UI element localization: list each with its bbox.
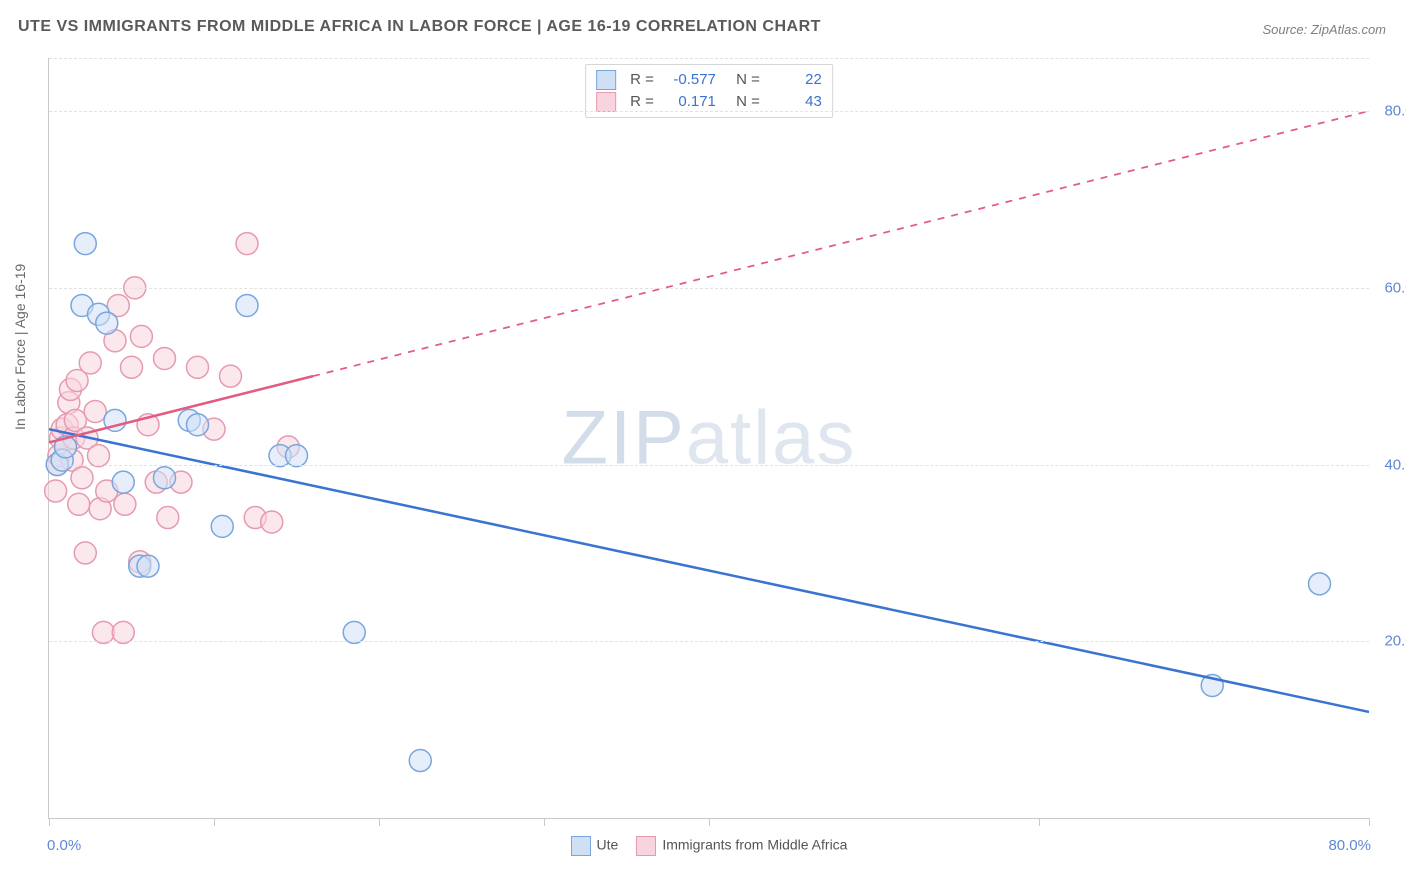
scatter-point-imm xyxy=(74,542,96,564)
scatter-point-imm xyxy=(130,325,152,347)
n-prefix: N = xyxy=(736,91,760,113)
n-prefix: N = xyxy=(736,69,760,91)
scatter-point-imm xyxy=(45,480,67,502)
scatter-point-imm xyxy=(84,400,106,422)
chart-svg xyxy=(49,58,1369,818)
y-tick-label: 80.0% xyxy=(1384,103,1406,120)
r-value-ute: -0.577 xyxy=(662,69,716,91)
scatter-point-ute xyxy=(74,233,96,255)
correlation-row-ute: R = -0.577 N = 22 xyxy=(596,69,822,91)
n-value-ute: 22 xyxy=(768,69,822,91)
swatch-imm xyxy=(596,92,616,112)
scatter-point-imm xyxy=(220,365,242,387)
x-tick xyxy=(544,818,545,826)
source-attribution: Source: ZipAtlas.com xyxy=(1262,22,1386,37)
scatter-point-ute xyxy=(236,294,258,316)
swatch-ute xyxy=(596,70,616,90)
grid-line xyxy=(49,288,1369,289)
chart-title: UTE VS IMMIGRANTS FROM MIDDLE AFRICA IN … xyxy=(18,18,821,36)
scatter-point-ute xyxy=(154,467,176,489)
series-legend: Ute Immigrants from Middle Africa xyxy=(49,836,1369,856)
y-tick-label: 60.0% xyxy=(1384,279,1406,296)
scatter-point-imm xyxy=(92,621,114,643)
legend-item-imm: Immigrants from Middle Africa xyxy=(636,836,847,856)
r-prefix: R = xyxy=(630,91,654,113)
x-tick xyxy=(214,818,215,826)
y-tick-label: 20.0% xyxy=(1384,633,1406,650)
x-tick xyxy=(49,818,50,826)
scatter-point-imm xyxy=(114,493,136,515)
plot-area: ZIPatlas R = -0.577 N = 22 R = 0.171 N =… xyxy=(48,58,1369,819)
scatter-point-ute xyxy=(137,555,159,577)
swatch-ute-bottom xyxy=(571,836,591,856)
x-tick xyxy=(709,818,710,826)
scatter-point-imm xyxy=(79,352,101,374)
grid-line xyxy=(49,111,1369,112)
scatter-point-imm xyxy=(187,356,209,378)
scatter-point-imm xyxy=(261,511,283,533)
legend-label-ute: Ute xyxy=(597,837,619,853)
correlation-row-imm: R = 0.171 N = 43 xyxy=(596,91,822,113)
grid-line xyxy=(49,465,1369,466)
scatter-point-ute xyxy=(286,445,308,467)
scatter-point-ute xyxy=(1309,573,1331,595)
grid-line xyxy=(49,641,1369,642)
x-tick xyxy=(1039,818,1040,826)
scatter-point-ute xyxy=(112,471,134,493)
y-tick-label: 40.0% xyxy=(1384,456,1406,473)
scatter-point-imm xyxy=(121,356,143,378)
scatter-point-imm xyxy=(68,493,90,515)
scatter-point-ute xyxy=(211,515,233,537)
y-axis-label: In Labor Force | Age 16-19 xyxy=(12,264,28,430)
scatter-point-imm xyxy=(157,507,179,529)
scatter-point-imm xyxy=(112,621,134,643)
scatter-point-ute xyxy=(409,750,431,772)
grid-line xyxy=(49,58,1369,59)
n-value-imm: 43 xyxy=(768,91,822,113)
scatter-point-ute xyxy=(96,312,118,334)
scatter-point-ute xyxy=(187,414,209,436)
legend-label-imm: Immigrants from Middle Africa xyxy=(662,837,847,853)
scatter-point-imm xyxy=(71,467,93,489)
r-value-imm: 0.171 xyxy=(662,91,716,113)
scatter-point-imm xyxy=(154,347,176,369)
legend-item-ute: Ute xyxy=(571,836,619,856)
swatch-imm-bottom xyxy=(636,836,656,856)
x-tick xyxy=(379,818,380,826)
scatter-point-ute xyxy=(343,621,365,643)
x-tick xyxy=(1369,818,1370,826)
scatter-point-imm xyxy=(88,445,110,467)
regression-line-ute xyxy=(49,429,1369,712)
scatter-point-imm xyxy=(236,233,258,255)
correlation-legend: R = -0.577 N = 22 R = 0.171 N = 43 xyxy=(585,64,833,118)
regression-line-imm-dashed xyxy=(313,111,1369,376)
r-prefix: R = xyxy=(630,69,654,91)
